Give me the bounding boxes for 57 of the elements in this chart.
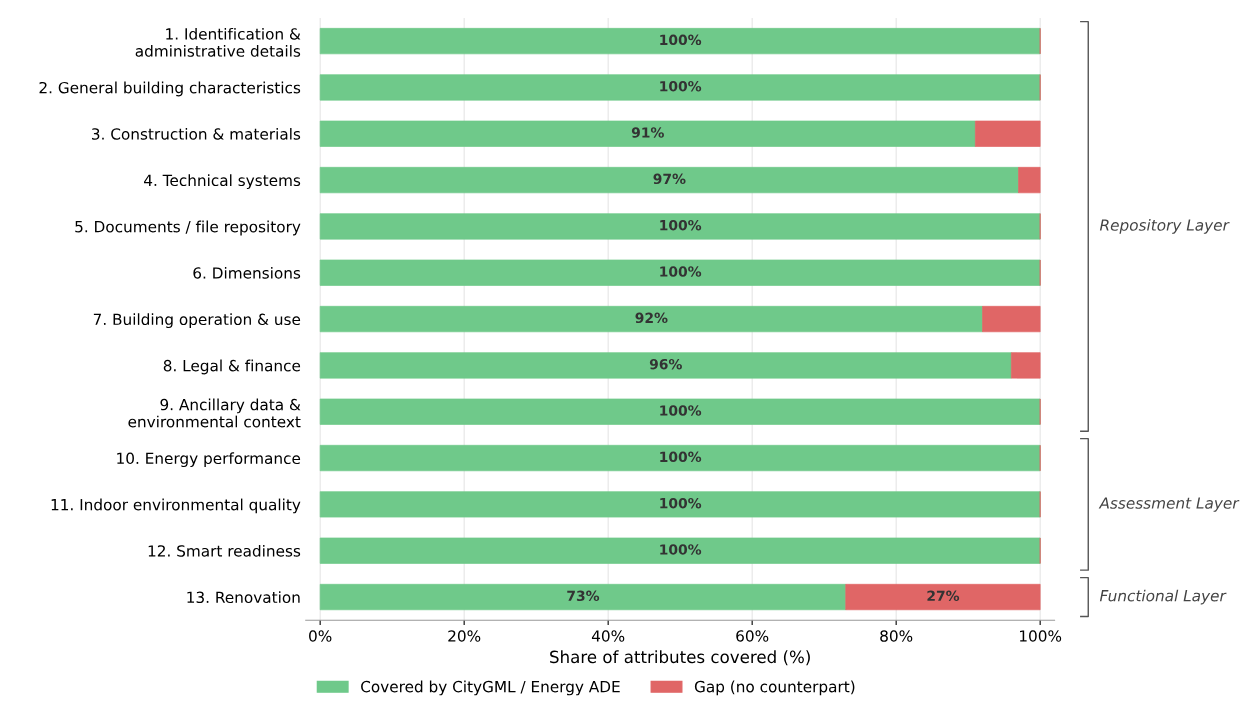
y-tick-label: 5. Documents / file repository [75,220,301,236]
y-tick-label: 11. Indoor environmental quality [51,498,301,514]
data-label: 100% [660,497,702,509]
y-tick-label: 13. Renovation [187,591,300,604]
bar [319,28,1041,55]
text: Assessment Layer [1098,497,1240,512]
y-tick-label: 6. Dimensions [193,266,301,279]
data-label: 91% [631,127,664,138]
bar [319,259,1041,286]
data-label: 27% [927,590,960,602]
y-tick-label: 8. Legal & finance [163,359,301,375]
data-label: 97% [653,173,686,185]
data-label: 96% [649,358,682,370]
x-tick-label: 100% [1020,630,1062,642]
bar [319,398,1041,425]
bar [319,583,847,611]
y-tick-label: 7. Building operation & use [93,313,301,329]
bar [319,305,983,333]
bar [319,74,1041,101]
y-tick-label: 3. Construction & materials [92,127,301,140]
data-label: 73% [567,590,600,602]
data-label: 100% [660,451,702,463]
data-label: 100% [660,219,702,231]
bar [319,213,1041,240]
data-label: 100% [660,544,702,555]
bar [319,444,1041,472]
legend-label: Gap (no counterpart) [694,680,855,696]
legend-label: Covered by CityGML / Energy ADE [361,680,620,696]
data-label: 100% [660,266,702,277]
bar [845,583,1041,611]
bar [319,120,976,147]
bar [1018,166,1041,194]
y-tick-label: 2. General building characteristics [39,81,301,97]
data-label: 100% [660,34,702,46]
x-tick-label: 40% [591,630,625,642]
x-axis-title: Share of attributes covered (%) [550,650,810,666]
bar [319,166,1019,194]
y-tick-label: 1. Identification & administrative details [135,27,301,57]
bar [319,352,1012,379]
y-tick-label: 4. Technical systems [144,174,301,190]
data-label: 100% [660,80,702,92]
data-label: 100% [660,405,702,416]
y-tick-label: 9. Ancillary data & environmental context [128,398,301,428]
x-tick-label: 80% [880,630,913,642]
x-tick-label: 20% [448,630,481,642]
bar [1011,352,1041,379]
data-label: 92% [635,312,668,324]
y-tick-label: 12. Smart readiness [148,544,301,557]
text: Repository Layer [1099,219,1230,234]
bar [319,491,1041,518]
x-tick-label: 60% [736,630,769,642]
bar [319,537,1041,564]
text: Functional Layer [1099,589,1227,605]
bar [982,305,1041,333]
y-tick-label: 10. Energy performance [117,452,301,468]
bar [975,120,1041,147]
x-tick-label: 0% [309,630,332,642]
